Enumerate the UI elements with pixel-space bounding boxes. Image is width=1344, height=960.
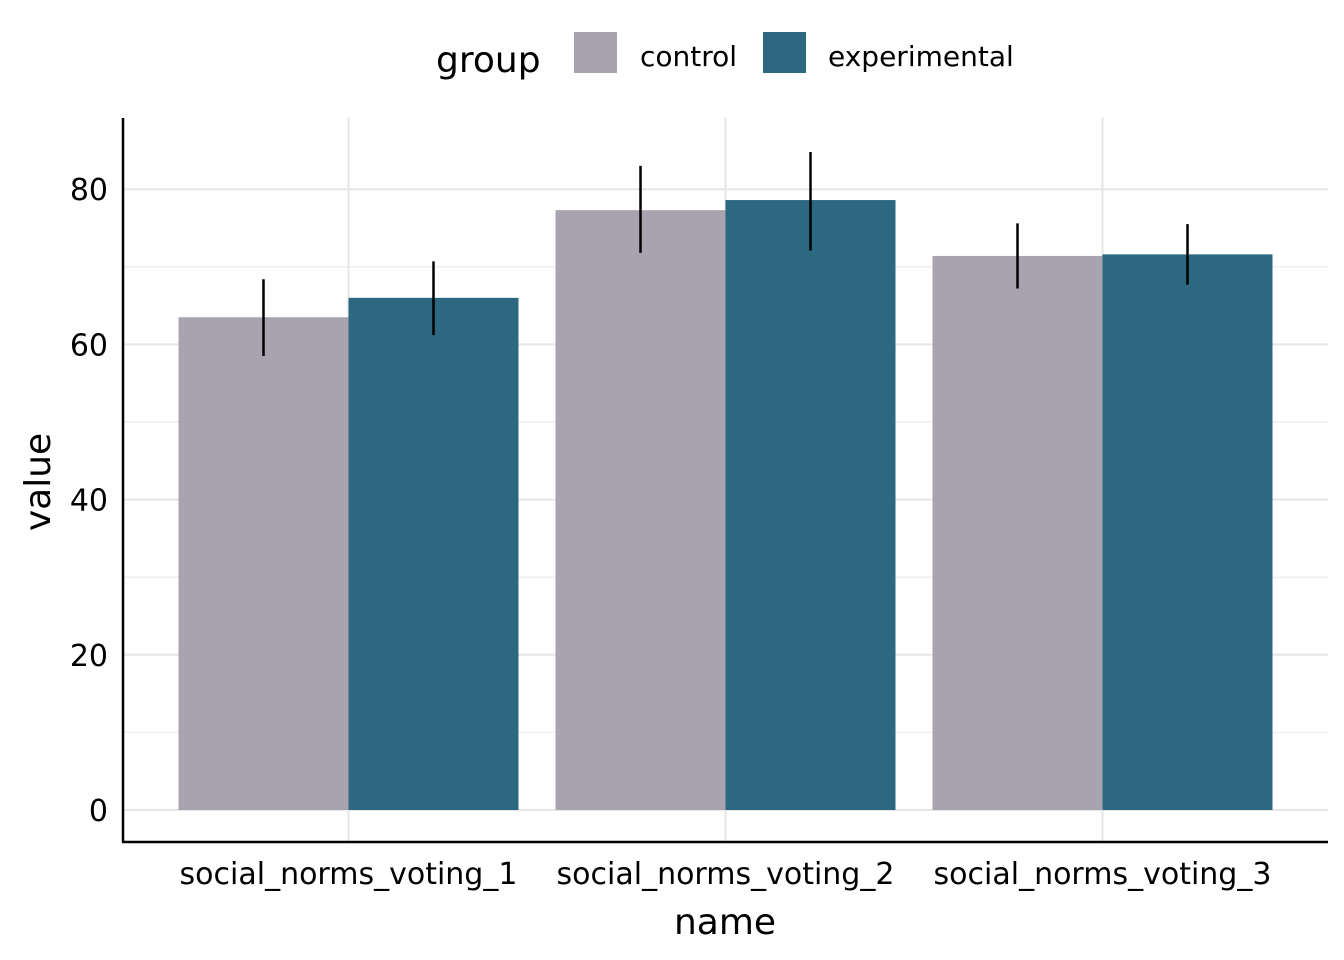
legend-title: group: [436, 40, 541, 81]
y-tick-label: 60: [70, 328, 108, 363]
y-tick-label: 0: [89, 794, 108, 829]
bar: [555, 210, 726, 811]
axis-layer: 0 20 40 60 80 social_norms_voting_1 social_nor…: [70, 118, 1328, 892]
y-axis-title: value: [18, 433, 59, 531]
legend-label: experimental: [828, 40, 1014, 73]
x-tick-label: social_norms_voting_2: [557, 857, 895, 892]
y-tick-label: 20: [70, 639, 108, 674]
legend-label: control: [640, 40, 737, 73]
legend-key: [574, 32, 617, 73]
x-axis-title: name: [674, 902, 776, 943]
x-tick-label: social_norms_voting_1: [180, 857, 518, 892]
bar: [178, 317, 349, 810]
legend-key: [763, 32, 806, 73]
bar: [348, 297, 519, 811]
x-tick-label: social_norms_voting_3: [934, 857, 1272, 892]
y-tick-label: 40: [70, 484, 108, 519]
y-tick-label: 80: [70, 173, 108, 208]
error-bar-layer: [262, 151, 1189, 357]
bar: [1102, 254, 1273, 810]
bar-layer: [178, 200, 1273, 811]
bar: [725, 200, 896, 811]
legend: group control experimental: [436, 32, 1014, 81]
bar: [932, 255, 1103, 810]
